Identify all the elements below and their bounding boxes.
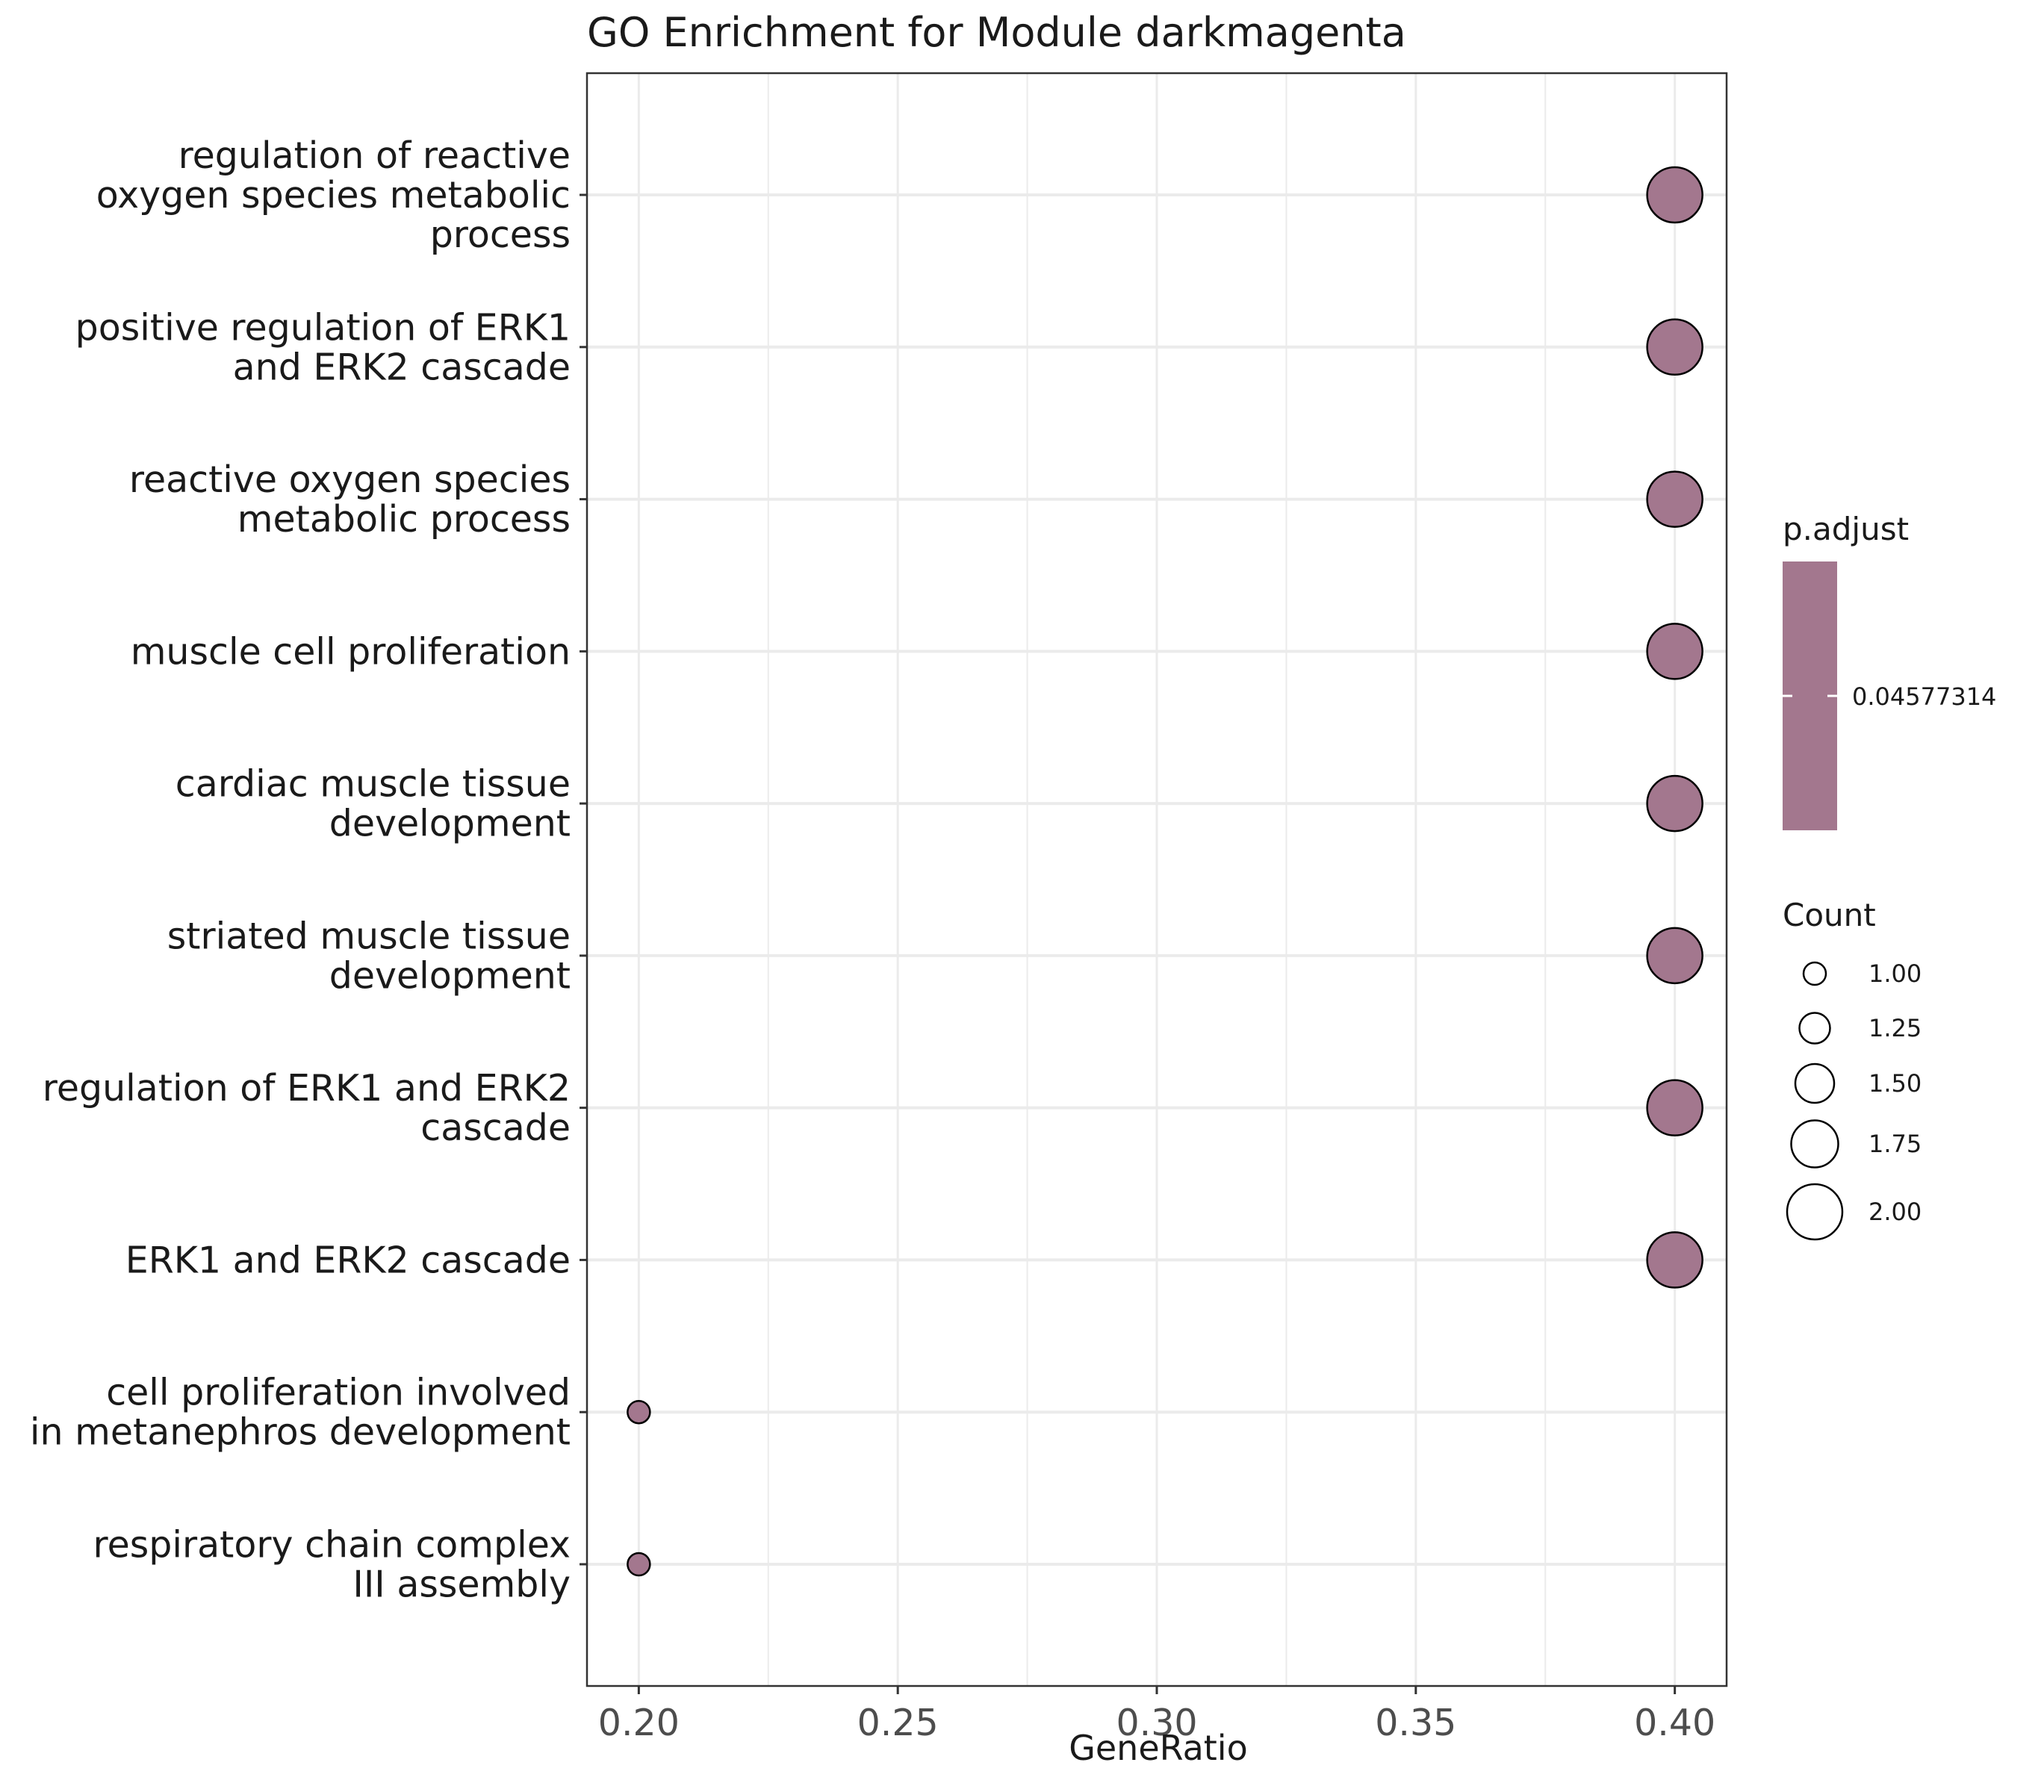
- legend-size-title: Count: [1783, 897, 1876, 933]
- legend-size-label: 1.25: [1869, 1014, 1922, 1042]
- chart-title: GO Enrichment for Module darkmagenta: [587, 9, 1406, 56]
- legend-size-label: 1.00: [1869, 959, 1922, 988]
- legend: p.adjust 0.04577314 Count 1.001.251.501.…: [1783, 511, 1996, 1241]
- data-point: [1646, 318, 1703, 376]
- x-tick-label: 0.25: [857, 1702, 939, 1744]
- y-category-label: ERK1 and ERK2 cascade: [125, 1239, 571, 1281]
- data-point: [1646, 166, 1703, 224]
- data-point: [1646, 927, 1703, 985]
- data-point: [1646, 623, 1703, 680]
- legend-size-label: 1.50: [1869, 1069, 1922, 1098]
- legend-size-circle: [1802, 961, 1827, 986]
- legend-size-circle: [1794, 1063, 1836, 1104]
- plot-panel: regulation of reactive oxygen species met…: [30, 72, 1728, 1744]
- data-point: [627, 1399, 651, 1425]
- legend-size-items: 1.00 1.25 1.50 1.75 2.00: [1786, 959, 1922, 1241]
- legend-size-circle: [1798, 1012, 1831, 1045]
- y-category-label: regulation of ERK1 and ERK2 cascade: [43, 1067, 571, 1149]
- legend-size-label: 2.00: [1869, 1198, 1922, 1226]
- data-point: [1646, 1079, 1703, 1136]
- y-category-label: cardiac muscle tissue development: [175, 763, 571, 845]
- y-category-label: cell proliferation involved in metanephro…: [30, 1372, 571, 1454]
- y-category-label: striated muscle tissue development: [167, 915, 571, 997]
- legend-size-label: 1.75: [1869, 1130, 1922, 1158]
- data-point: [627, 1552, 651, 1577]
- x-axis-title: GeneRatio: [1069, 1728, 1248, 1768]
- x-tick-label: 0.35: [1375, 1702, 1456, 1744]
- legend-color-title: p.adjust: [1783, 511, 1909, 547]
- data-point: [1646, 1231, 1703, 1289]
- data-point: [1646, 774, 1703, 833]
- y-category-label: muscle cell proliferation: [131, 630, 571, 673]
- y-category-label: regulation of reactive oxygen species met…: [96, 134, 571, 256]
- data-point: [1646, 470, 1703, 528]
- y-category-label: positive regulation of ERK1 and ERK2 casc…: [75, 306, 571, 388]
- x-tick-label: 0.30: [1116, 1702, 1197, 1744]
- x-tick-label: 0.40: [1634, 1702, 1715, 1744]
- legend-size-circle: [1790, 1119, 1839, 1169]
- x-tick-label: 0.20: [598, 1702, 680, 1744]
- legend-color-label: 0.04577314: [1852, 682, 1996, 711]
- y-category-label: reactive oxygen species metabolic process: [129, 458, 571, 541]
- y-category-label: respiratory chain complex III assembly: [93, 1523, 571, 1605]
- legend-size-circle: [1786, 1183, 1844, 1241]
